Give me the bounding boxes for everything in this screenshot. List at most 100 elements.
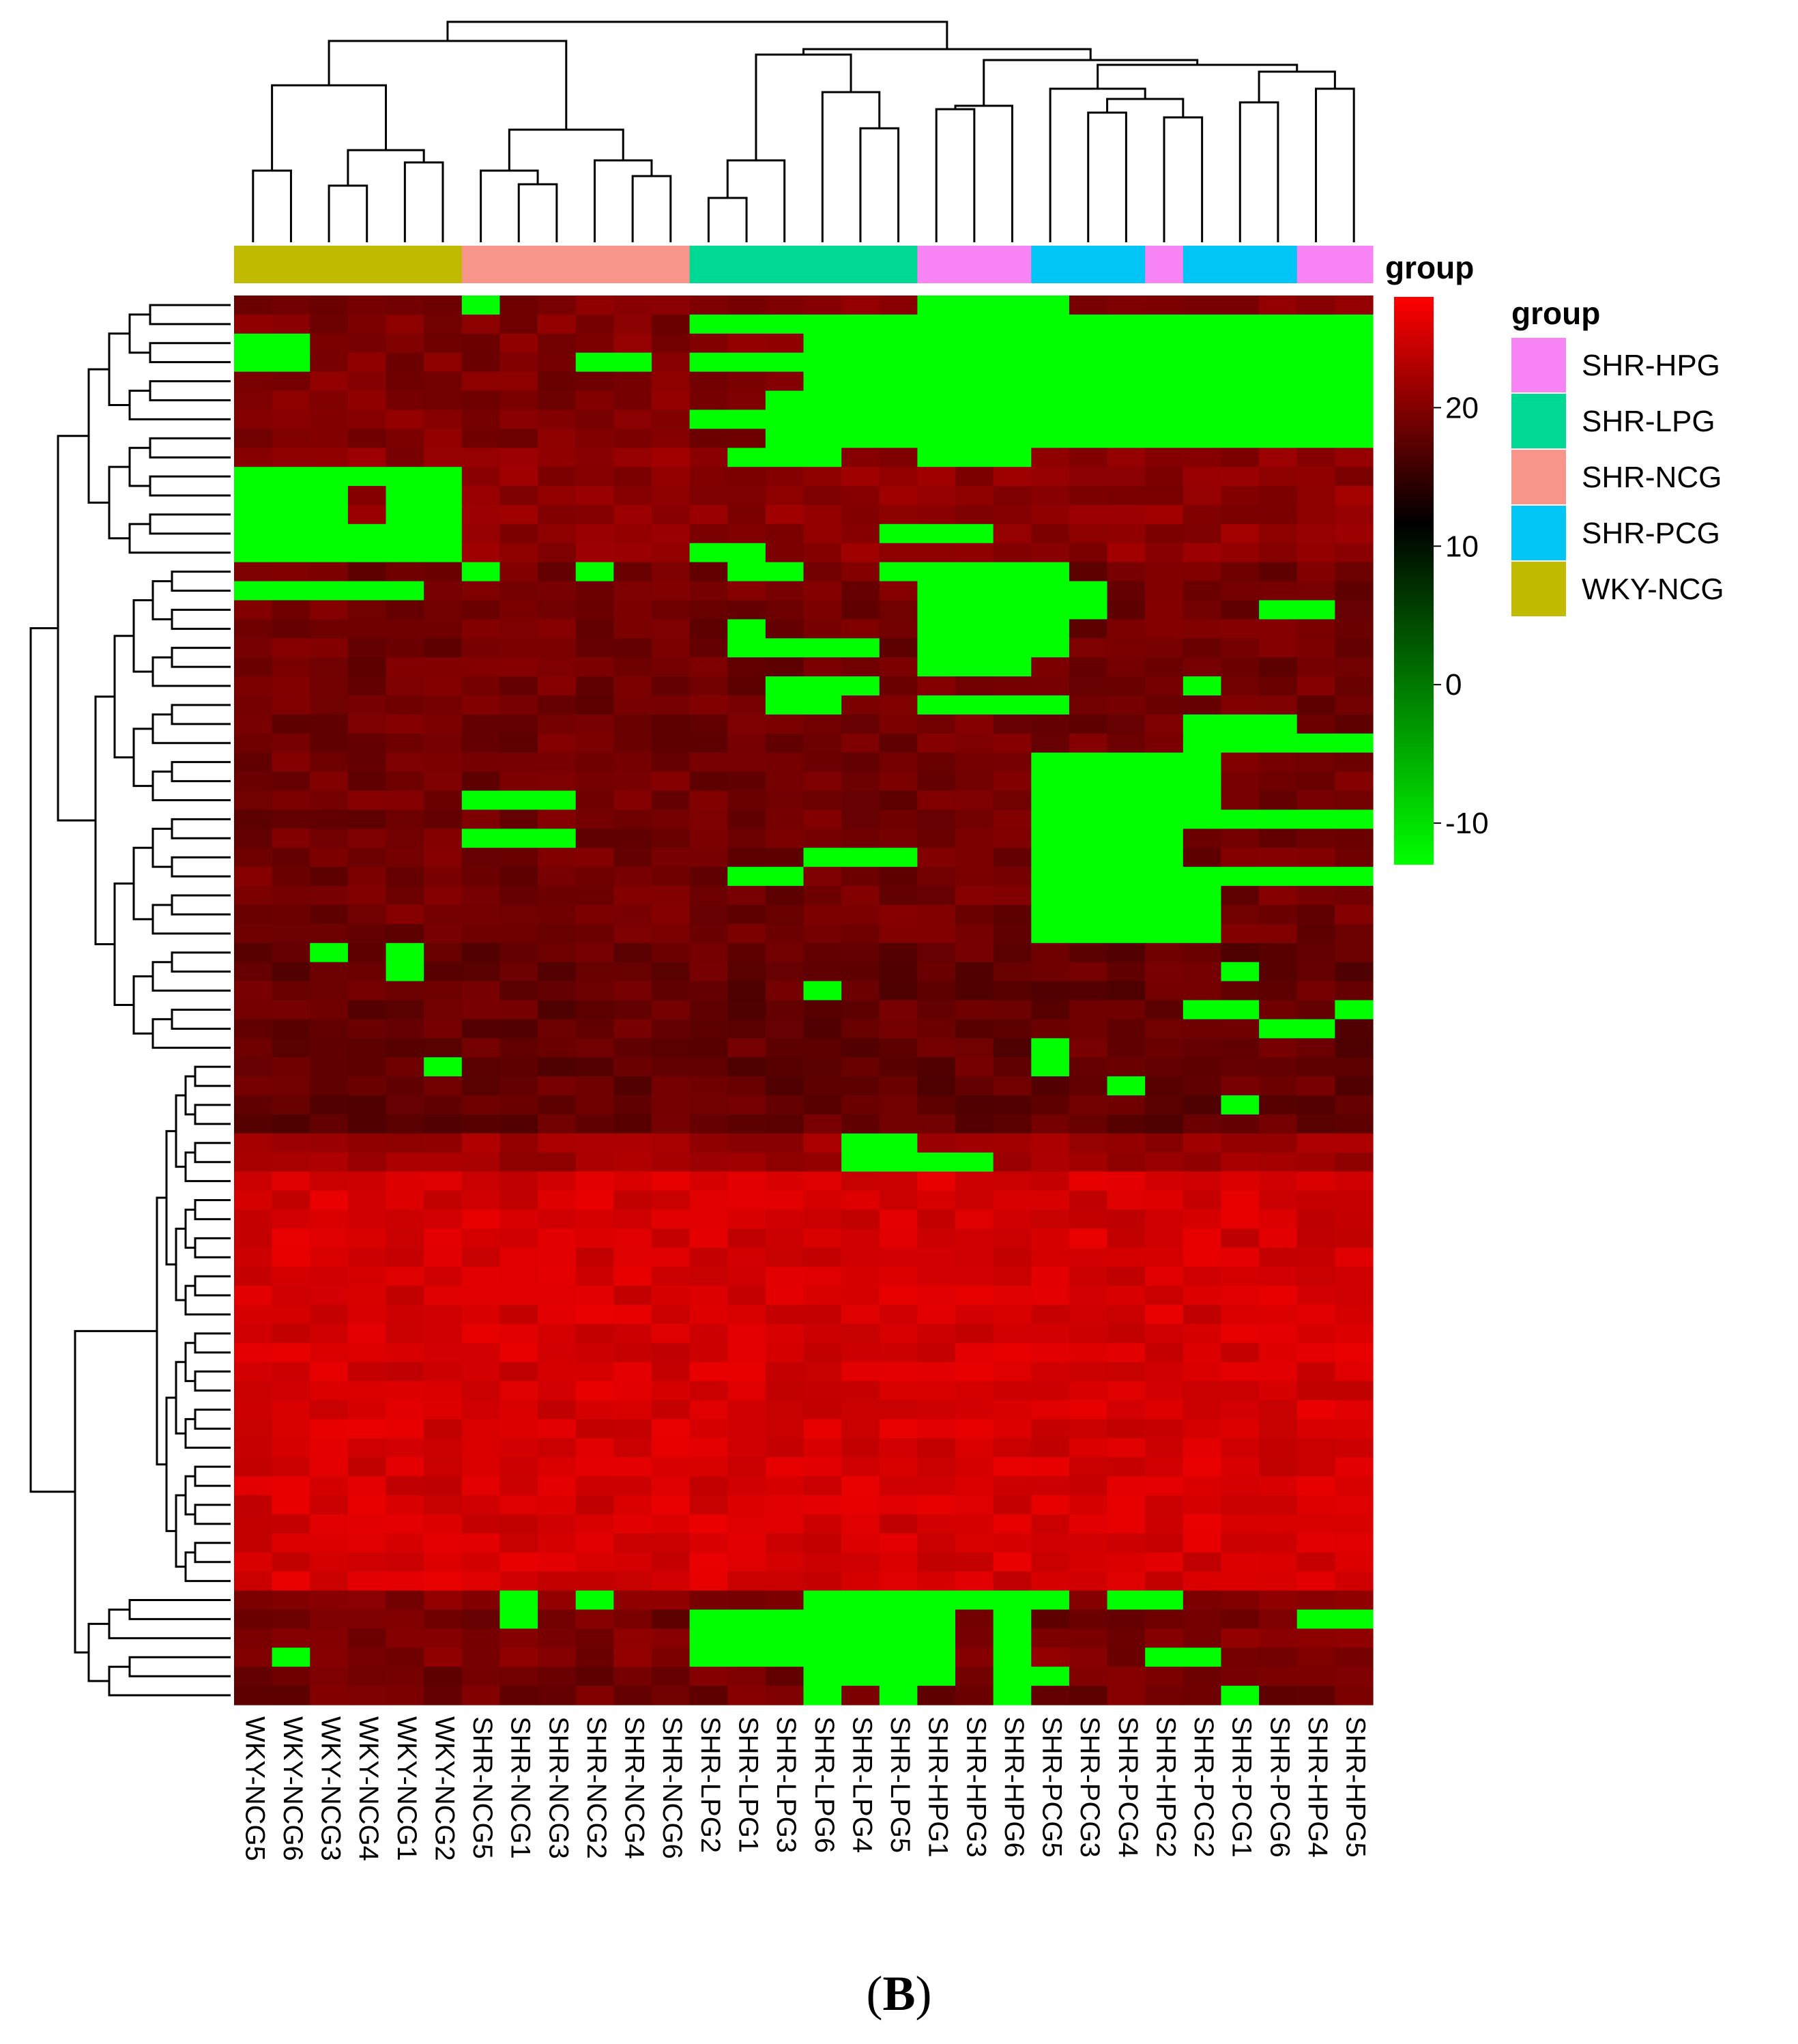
- heatmap-cell: [993, 1323, 1032, 1344]
- heatmap-cell: [347, 429, 387, 448]
- heatmap-cell: [461, 1286, 501, 1306]
- heatmap-cell: [386, 1019, 424, 1039]
- heatmap-cell: [803, 942, 842, 963]
- heatmap-cell: [1031, 619, 1070, 639]
- heatmap-cell: [993, 886, 1032, 906]
- heatmap-cell: [424, 352, 463, 373]
- heatmap-cell: [1069, 600, 1108, 620]
- heatmap-cell: [841, 1190, 880, 1211]
- heatmap-cell: [1259, 296, 1298, 315]
- heatmap-cell: [1107, 296, 1146, 315]
- heatmap-cell: [272, 1133, 310, 1153]
- heatmap-cell: [955, 1533, 994, 1553]
- heatmap-cell: [765, 1190, 804, 1211]
- heatmap-cell: [727, 1495, 766, 1515]
- heatmap-cell: [765, 429, 804, 448]
- heatmap-cell: [538, 523, 577, 544]
- heatmap-cell: [538, 1057, 577, 1077]
- heatmap-cell: [879, 523, 918, 544]
- column-labels: WKY-NCG5 WKY-NCG6 WKY-NCG3 WKY-NCG4 WKY-NCG1…: [240, 1716, 1370, 1861]
- heatmap-cell: [575, 733, 614, 753]
- heatmap-cell: [879, 467, 918, 487]
- group-annotation-cell: [727, 246, 766, 283]
- heatmap-cell: [727, 504, 766, 525]
- heatmap-cell: [841, 923, 880, 944]
- heatmap-cell: [1335, 923, 1374, 944]
- heatmap-cell: [272, 1476, 310, 1496]
- heatmap-cell: [993, 1381, 1032, 1401]
- heatmap-cell: [993, 1133, 1032, 1153]
- heatmap-cell: [1031, 1286, 1070, 1306]
- heatmap-cell: [538, 1019, 577, 1039]
- heatmap-cell: [651, 1400, 691, 1420]
- dendrogram-branch: [194, 1237, 231, 1258]
- heatmap-cell: [310, 1647, 349, 1667]
- heatmap-cell: [765, 1609, 804, 1629]
- heatmap-cell: [538, 619, 577, 639]
- heatmap-cell: [803, 1114, 842, 1134]
- heatmap-cell: [955, 1133, 994, 1153]
- heatmap-cell: [386, 829, 424, 848]
- heatmap-cell: [613, 1095, 652, 1115]
- heatmap-cell: [234, 1514, 273, 1534]
- heatmap-cell: [1145, 1514, 1184, 1534]
- heatmap-cell: [1031, 1533, 1070, 1553]
- heatmap-cell: [955, 942, 994, 963]
- heatmap-cell: [803, 1057, 842, 1077]
- heatmap-cell: [1183, 809, 1222, 829]
- heatmap-cell: [575, 1686, 614, 1705]
- heatmap-cell: [575, 1495, 614, 1515]
- heatmap-cell: [538, 695, 577, 715]
- heatmap-cell: [651, 1533, 691, 1553]
- heatmap-cell: [272, 562, 310, 582]
- heatmap-cell: [424, 962, 463, 982]
- heatmap-cell: [575, 486, 614, 506]
- heatmap-cell: [765, 1248, 804, 1267]
- heatmap-cell: [347, 1514, 387, 1534]
- group-annotation-cell: [575, 246, 614, 283]
- heatmap-cell: [651, 1495, 691, 1515]
- heatmap-cell: [765, 1114, 804, 1134]
- heatmap-cell: [765, 657, 804, 677]
- heatmap-cell: [1296, 1400, 1335, 1420]
- heatmap-cell: [499, 904, 538, 925]
- heatmap-cell: [347, 1400, 387, 1420]
- heatmap-cell: [1145, 429, 1184, 448]
- heatmap-cell: [1031, 1304, 1070, 1325]
- heatmap-cell: [1296, 1495, 1335, 1515]
- heatmap-cell: [689, 296, 728, 315]
- heatmap-cell: [1259, 1019, 1298, 1039]
- heatmap-cell: [803, 1438, 842, 1458]
- heatmap-cell: [727, 1628, 766, 1648]
- heatmap-cell: [1335, 619, 1374, 639]
- heatmap-cell: [689, 1267, 728, 1286]
- heatmap-cell: [1069, 1590, 1108, 1611]
- heatmap-cell: [575, 1381, 614, 1401]
- heatmap-cell: [347, 1248, 387, 1267]
- group-annotation-cell: [1259, 246, 1298, 283]
- heatmap-cell: [234, 695, 273, 715]
- heatmap-cell: [575, 1628, 614, 1648]
- heatmap-cell: [1259, 733, 1298, 753]
- heatmap-cell: [1031, 1476, 1070, 1496]
- heatmap-cell: [993, 1209, 1032, 1229]
- heatmap-cell: [1183, 296, 1222, 315]
- heatmap-cell: [955, 1342, 994, 1363]
- heatmap-cell: [347, 1457, 387, 1477]
- heatmap-cell: [613, 619, 652, 639]
- heatmap-cell: [272, 1267, 310, 1286]
- heatmap-cell: [955, 1323, 994, 1344]
- heatmap-cell: [841, 809, 880, 829]
- heatmap-cell: [993, 829, 1032, 848]
- heatmap-cell: [424, 886, 463, 906]
- heatmap-cell: [1069, 1057, 1108, 1077]
- heatmap-cell: [538, 1114, 577, 1134]
- dendrogram-branch: [1106, 98, 1185, 117]
- heatmap-cell: [879, 1209, 918, 1229]
- heatmap-cell: [727, 981, 766, 1001]
- heatmap-cell: [689, 1590, 728, 1611]
- dendrogram-branch: [194, 1104, 231, 1125]
- heatmap-cell: [917, 676, 956, 696]
- heatmap-cell: [803, 1457, 842, 1477]
- heatmap-cell: [575, 314, 614, 334]
